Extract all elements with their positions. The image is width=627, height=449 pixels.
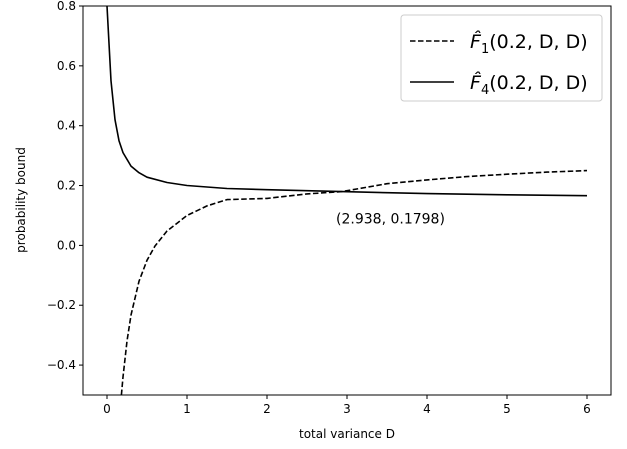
y-tick-label: 0.8 <box>57 0 76 13</box>
y-tick-label: 0.0 <box>57 238 76 252</box>
y-axis-label: probability bound <box>14 147 28 253</box>
y-tick-label: 0.2 <box>57 179 76 193</box>
x-tick-label: 4 <box>423 402 431 416</box>
series-line-f4 <box>106 6 588 197</box>
x-tick-label: 3 <box>343 402 351 416</box>
legend-args-f4: (0.2, D, D) <box>489 72 587 94</box>
legend-args-f1: (0.2, D, D) <box>489 31 587 53</box>
legend-main-f1: F̂ <box>470 31 482 53</box>
legend-sub-f1: 1 <box>481 42 489 57</box>
x-tick-label: 6 <box>583 402 591 416</box>
legend-box <box>400 14 603 102</box>
x-tick-label: 5 <box>503 402 511 416</box>
annotation-intersection: (2.938, 0.1798) <box>336 212 445 228</box>
y-tick-label: −0.4 <box>47 358 76 372</box>
x-tick-label: 2 <box>263 402 271 416</box>
series-line-f1 <box>120 169 588 395</box>
y-tick-label: 0.4 <box>57 119 76 133</box>
y-tick-label: −0.2 <box>47 298 76 312</box>
y-tick-label: 0.6 <box>57 59 76 73</box>
legend-sub-f4: 4 <box>481 83 489 98</box>
legend-main-f4: F̂ <box>470 72 482 94</box>
x-tick-label: 1 <box>183 402 191 416</box>
x-tick-label: 0 <box>103 402 111 416</box>
legend-label-f1: F̂1(0.2, D, D) <box>470 31 588 57</box>
legend: F̂1(0.2, D, D) F̂4(0.2, D, D) <box>400 14 603 102</box>
x-axis-label: total variance D <box>299 427 395 441</box>
legend-label-f4: F̂4(0.2, D, D) <box>470 72 588 98</box>
